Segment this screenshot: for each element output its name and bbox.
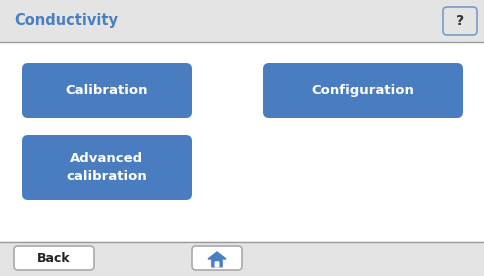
Text: Calibration: Calibration <box>66 84 148 97</box>
PathPatch shape <box>22 135 192 200</box>
PathPatch shape <box>14 246 94 270</box>
PathPatch shape <box>192 246 242 270</box>
Text: Configuration: Configuration <box>311 84 414 97</box>
PathPatch shape <box>22 63 192 118</box>
PathPatch shape <box>442 7 476 35</box>
PathPatch shape <box>262 63 462 118</box>
Text: Advanced
calibration: Advanced calibration <box>66 153 147 182</box>
Text: ?: ? <box>455 14 463 28</box>
Text: Back: Back <box>37 251 71 264</box>
Text: Conductivity: Conductivity <box>14 14 118 28</box>
PathPatch shape <box>211 259 222 267</box>
PathPatch shape <box>214 261 219 267</box>
Polygon shape <box>208 252 226 259</box>
